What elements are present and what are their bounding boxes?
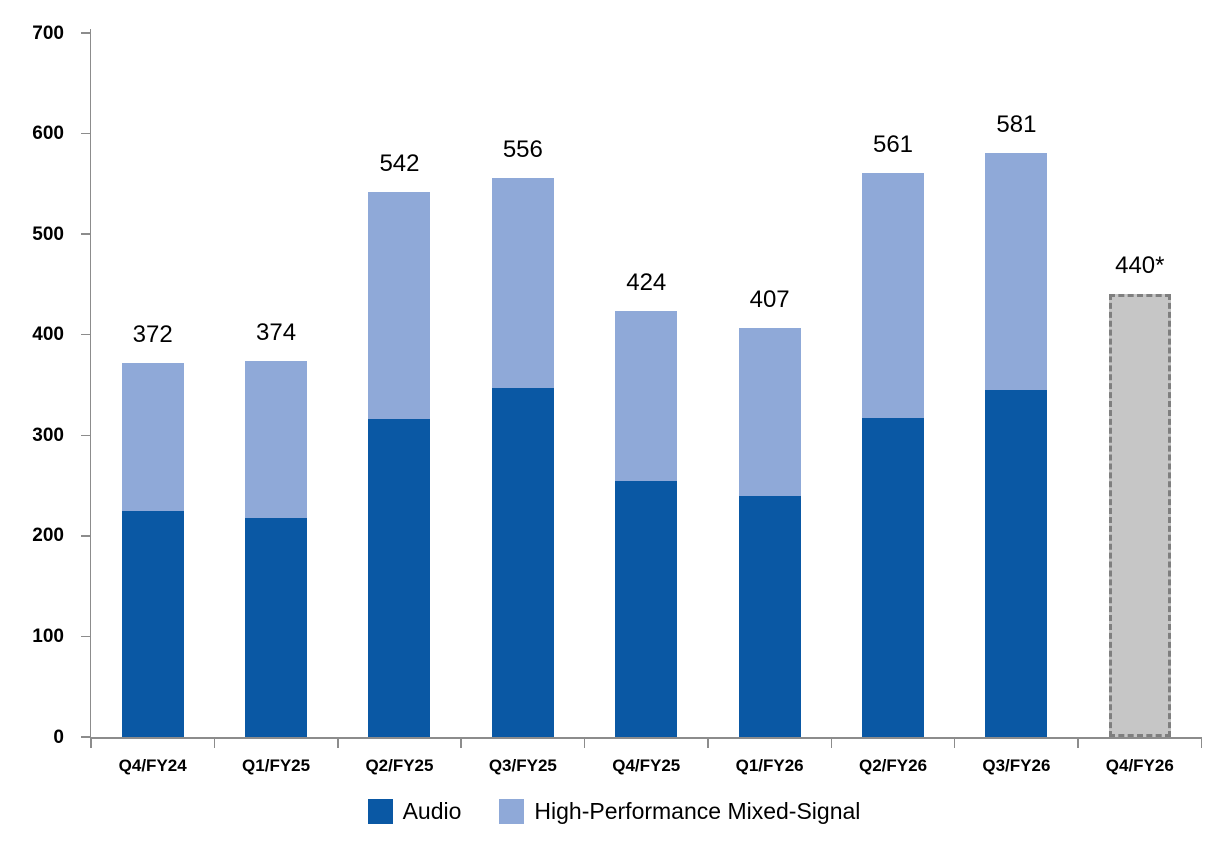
x-tick — [460, 738, 462, 748]
bar-segment-hpms — [738, 327, 801, 496]
x-category-label: Q2/FY25 — [365, 756, 434, 775]
x-axis-line — [89, 737, 1202, 739]
bar-total-label: 542 — [379, 149, 420, 177]
y-tick — [80, 736, 90, 738]
x-category-label: Q3/FY26 — [982, 756, 1051, 775]
y-tick — [80, 535, 90, 537]
x-tick — [707, 738, 709, 748]
y-tick-label: 200 — [32, 525, 64, 547]
y-tick — [80, 32, 90, 34]
y-tick-label: 500 — [32, 223, 64, 245]
bar-segment-audio — [615, 480, 678, 737]
bar-total-label: 372 — [132, 320, 173, 348]
y-tick — [80, 233, 90, 235]
y-tick-label: 400 — [32, 324, 64, 346]
bar-segment-audio — [121, 510, 184, 737]
x-tick — [90, 738, 92, 748]
y-axis-line — [89, 29, 91, 739]
y-tick-label: 300 — [32, 424, 64, 446]
x-category-label: Q3/FY25 — [488, 756, 557, 775]
bar-segment-hpms — [245, 360, 308, 518]
bar-total-label: 581 — [996, 110, 1037, 138]
x-tick — [1200, 738, 1203, 748]
y-tick — [80, 635, 90, 638]
bar-segment-audio — [491, 388, 554, 737]
x-category-label: Q4/FY25 — [612, 756, 681, 775]
bar-segment-hpms — [985, 152, 1048, 391]
x-category-label: Q4/FY24 — [118, 756, 187, 775]
x-category-label: Q2/FY26 — [858, 756, 928, 775]
hpms-legend-swatch — [499, 799, 525, 824]
bar-segment-audio — [368, 419, 431, 737]
y-tick — [80, 434, 90, 437]
y-tick-label: 0 — [53, 726, 64, 748]
x-tick — [337, 738, 339, 748]
x-tick — [953, 738, 956, 748]
forecast-bar — [1108, 294, 1171, 737]
chart-legend: Audio High-Performance Mixed-Signal — [0, 799, 1228, 824]
legend-item-audio: Audio — [367, 798, 462, 824]
hpms-legend-label: High-Performance Mixed-Signal — [534, 798, 861, 824]
y-tick — [80, 333, 90, 336]
bar-segment-audio — [985, 390, 1048, 737]
x-tick — [830, 738, 833, 748]
bar-total-label: 424 — [626, 268, 667, 296]
bar-segment-audio — [738, 495, 801, 737]
x-category-label: Q1/FY26 — [735, 756, 804, 775]
x-category-label: Q1/FY25 — [242, 756, 311, 775]
legend-item-hpms: High-Performance Mixed-Signal — [499, 799, 860, 824]
bar-total-label: 561 — [872, 130, 914, 158]
bar-total-label: 374 — [256, 318, 297, 346]
y-tick — [80, 132, 90, 135]
bar-total-label: 407 — [749, 285, 790, 313]
bar-segment-audio — [245, 517, 308, 737]
audio-legend-label: Audio — [402, 798, 462, 824]
bar-segment-audio — [862, 418, 925, 737]
x-tick — [583, 738, 586, 748]
bar-segment-hpms — [862, 172, 925, 419]
x-tick — [1077, 738, 1079, 748]
audio-legend-swatch — [367, 799, 393, 824]
y-tick-label: 100 — [32, 625, 64, 647]
bar-segment-hpms — [615, 310, 678, 481]
bar-segment-hpms — [368, 191, 431, 420]
bar-total-label: 556 — [502, 135, 543, 163]
x-category-label: Q4/FY26 — [1105, 756, 1174, 775]
bar-segment-hpms — [121, 362, 184, 511]
x-tick — [213, 738, 216, 748]
bar-segment-hpms — [491, 177, 554, 388]
y-tick-label: 600 — [32, 123, 64, 145]
bar-total-label: 440* — [1115, 252, 1165, 280]
y-tick-label: 700 — [32, 22, 64, 44]
